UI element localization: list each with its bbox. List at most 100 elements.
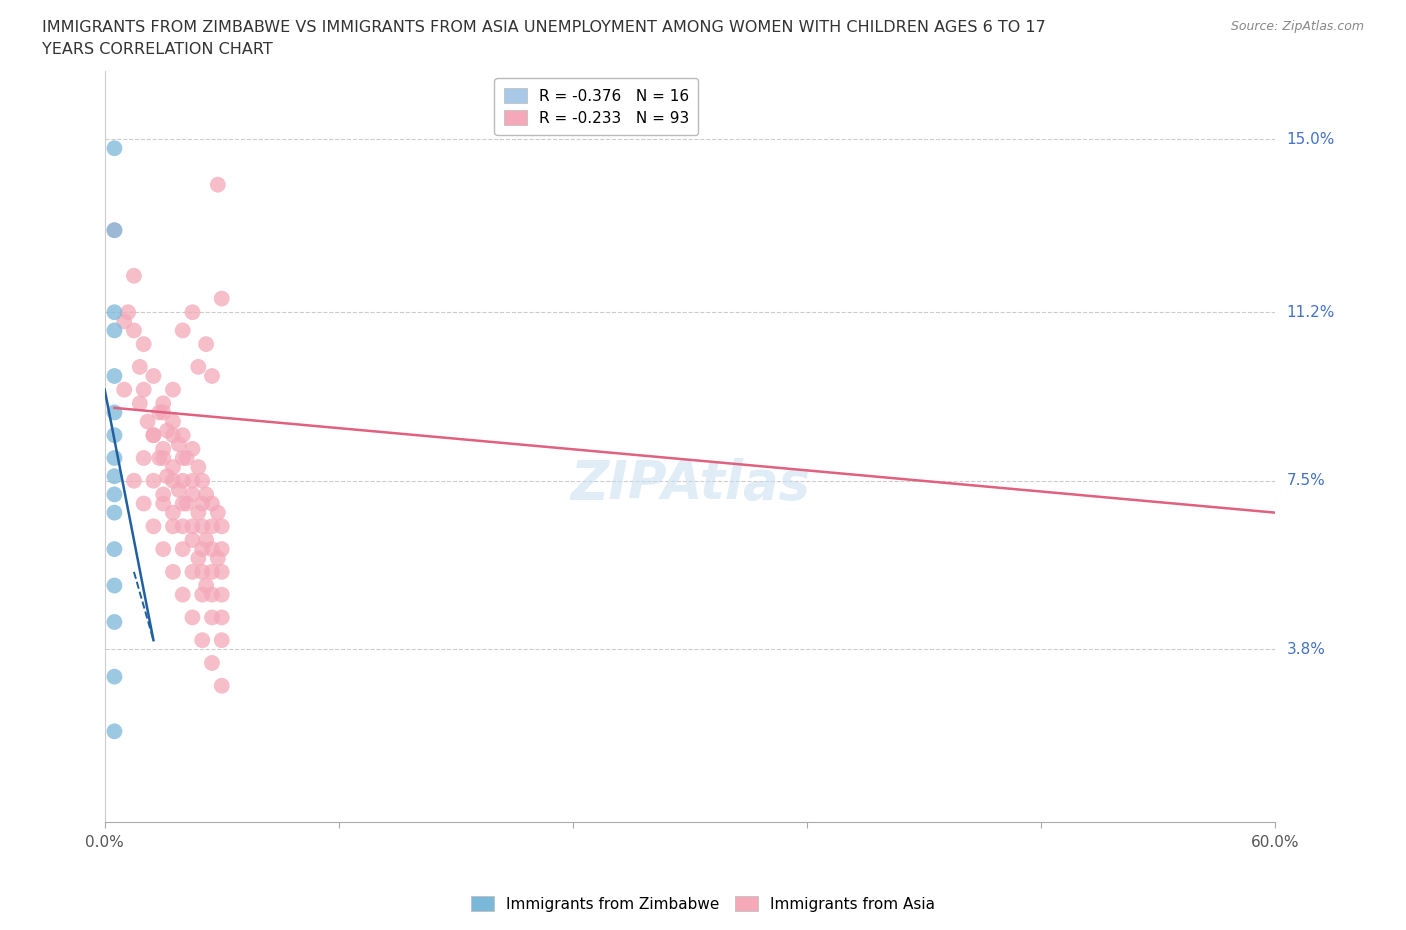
Point [142, 519, 165, 534]
Text: ZIPAtlas: ZIPAtlas [569, 458, 810, 511]
Point [103, 578, 125, 593]
Text: 11.2%: 11.2% [1286, 305, 1334, 320]
Point [172, 587, 194, 602]
Point [181, 305, 204, 320]
Point [207, 178, 229, 193]
Point [162, 414, 184, 429]
Point [103, 223, 125, 238]
Point [176, 496, 198, 511]
Point [112, 382, 135, 397]
Text: 3.8%: 3.8% [1286, 642, 1326, 657]
Point [103, 140, 125, 155]
Point [162, 473, 184, 488]
Point [152, 496, 174, 511]
Point [181, 565, 204, 579]
Point [132, 450, 155, 465]
Point [181, 610, 204, 625]
Point [172, 519, 194, 534]
Point [211, 587, 233, 602]
Point [187, 359, 209, 374]
Point [162, 565, 184, 579]
Point [172, 323, 194, 338]
Point [152, 405, 174, 419]
Point [207, 551, 229, 565]
Point [156, 423, 179, 438]
Point [211, 678, 233, 693]
Point [132, 337, 155, 352]
Point [201, 587, 224, 602]
Text: IMMIGRANTS FROM ZIMBABWE VS IMMIGRANTS FROM ASIA UNEMPLOYMENT AMONG WOMEN WITH C: IMMIGRANTS FROM ZIMBABWE VS IMMIGRANTS F… [42, 20, 1046, 35]
Point [152, 450, 174, 465]
Point [152, 396, 174, 411]
Point [201, 565, 224, 579]
Point [172, 428, 194, 443]
Point [132, 496, 155, 511]
Text: YEARS CORRELATION CHART: YEARS CORRELATION CHART [42, 42, 273, 57]
Point [211, 519, 233, 534]
Point [181, 442, 204, 457]
Point [181, 533, 204, 548]
Point [181, 473, 204, 488]
Point [176, 450, 198, 465]
Point [172, 450, 194, 465]
Point [201, 656, 224, 671]
Point [191, 632, 214, 647]
Point [211, 610, 233, 625]
Text: Source: ZipAtlas.com: Source: ZipAtlas.com [1230, 20, 1364, 33]
Point [142, 473, 165, 488]
Point [172, 541, 194, 556]
Point [167, 483, 190, 498]
Point [201, 368, 224, 383]
Point [152, 541, 174, 556]
Point [128, 359, 150, 374]
Point [162, 459, 184, 474]
Point [187, 505, 209, 520]
Point [162, 505, 184, 520]
Point [103, 405, 125, 419]
Point [103, 450, 125, 465]
Text: 15.0%: 15.0% [1286, 132, 1334, 147]
Point [103, 223, 125, 238]
Point [152, 487, 174, 502]
Point [181, 519, 204, 534]
Point [122, 323, 145, 338]
Point [132, 382, 155, 397]
Point [172, 496, 194, 511]
Point [142, 368, 165, 383]
Point [142, 428, 165, 443]
Point [191, 519, 214, 534]
Point [103, 469, 125, 484]
Point [191, 496, 214, 511]
Point [136, 414, 159, 429]
Point [162, 428, 184, 443]
Point [207, 505, 229, 520]
Point [103, 615, 125, 630]
Point [117, 305, 139, 320]
Point [211, 291, 233, 306]
Text: 7.5%: 7.5% [1286, 473, 1324, 488]
Point [103, 541, 125, 556]
Point [195, 578, 218, 593]
Point [191, 541, 214, 556]
Point [187, 459, 209, 474]
Point [201, 610, 224, 625]
Point [103, 724, 125, 738]
Point [195, 337, 218, 352]
Point [191, 587, 214, 602]
Point [201, 541, 224, 556]
Point [167, 437, 190, 452]
Point [181, 487, 204, 502]
Point [195, 533, 218, 548]
Point [103, 368, 125, 383]
Point [201, 496, 224, 511]
Point [211, 541, 233, 556]
Point [187, 551, 209, 565]
Point [156, 469, 179, 484]
Point [191, 473, 214, 488]
Point [142, 428, 165, 443]
Point [128, 396, 150, 411]
Point [103, 670, 125, 684]
Point [103, 487, 125, 502]
Point [162, 382, 184, 397]
Point [103, 323, 125, 338]
